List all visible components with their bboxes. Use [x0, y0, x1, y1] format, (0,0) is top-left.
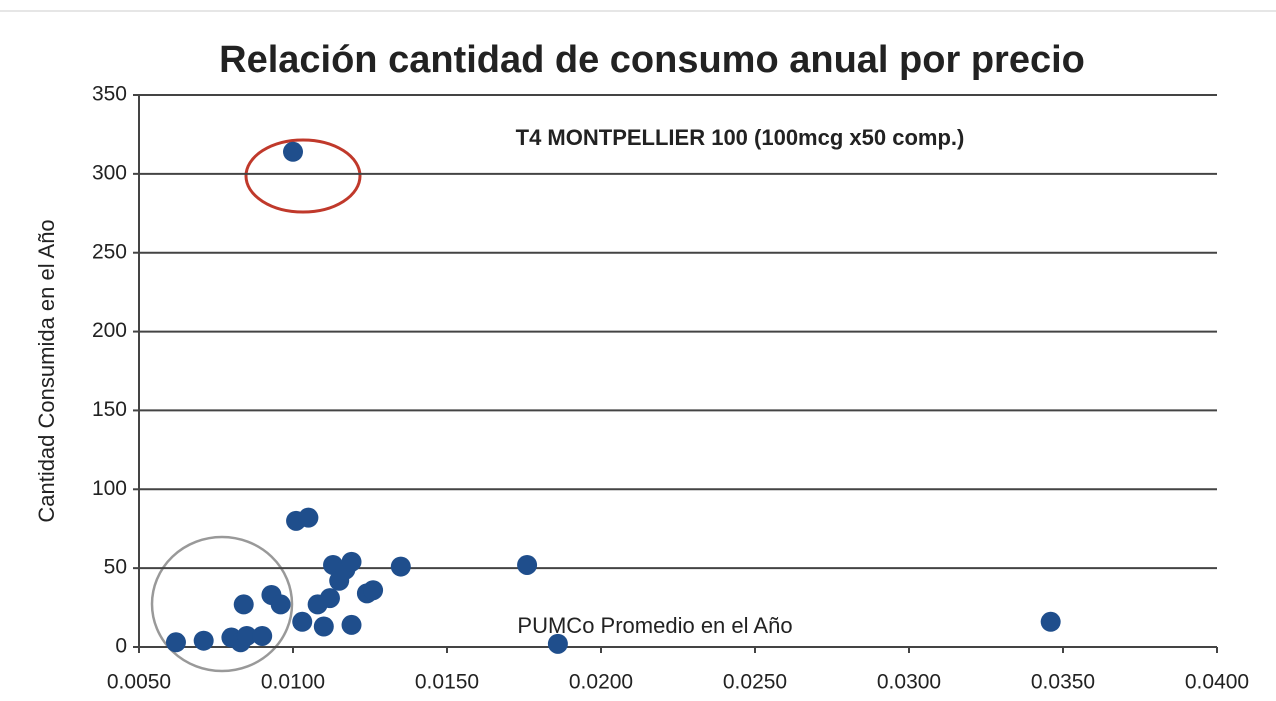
x-tick-label: 0.0350 [1031, 671, 1095, 694]
x-tick-label: 0.0150 [415, 671, 479, 694]
y-tick-label: 250 [92, 240, 127, 263]
x-axis-label: PUMCo Promedio en el Año [517, 613, 792, 638]
x-tick-label: 0.0250 [723, 671, 787, 694]
y-tick-label: 300 [92, 161, 127, 184]
point [390, 556, 411, 577]
y-tick-label: 100 [92, 477, 127, 500]
point [193, 630, 214, 651]
point [517, 554, 538, 575]
x-tick-label: 0.0200 [569, 671, 633, 694]
point [319, 588, 340, 609]
point [270, 594, 291, 615]
point [236, 625, 257, 646]
x-tick-label: 0.0300 [877, 671, 941, 694]
point [341, 551, 362, 572]
highlight-circle [150, 535, 294, 673]
point [341, 614, 362, 635]
point [547, 633, 568, 654]
point [298, 507, 319, 528]
point [1040, 611, 1061, 632]
point [313, 616, 334, 637]
x-tick-label: 0.0050 [107, 671, 171, 694]
point [233, 594, 254, 615]
annotation: T4 MONTPELLIER 100 (100mcg x50 comp.) [516, 125, 965, 150]
highlight-ellipse [244, 138, 362, 214]
y-tick-label: 200 [92, 319, 127, 342]
point [292, 611, 313, 632]
y-tick-label: 0 [115, 635, 127, 658]
x-tick-label: 0.0400 [1185, 671, 1249, 694]
y-tick-label: 50 [104, 556, 127, 579]
point [283, 141, 303, 162]
chart-title: Relación cantidad de consumo anual por p… [219, 39, 1085, 81]
x-tick-label: 0.0100 [261, 671, 325, 694]
point [165, 632, 186, 653]
point [363, 580, 384, 601]
y-tick-label: 350 [92, 83, 127, 106]
y-axis-label: Cantidad Consumida en el Año [34, 219, 59, 522]
point [252, 625, 273, 646]
y-tick-label: 150 [92, 398, 127, 421]
